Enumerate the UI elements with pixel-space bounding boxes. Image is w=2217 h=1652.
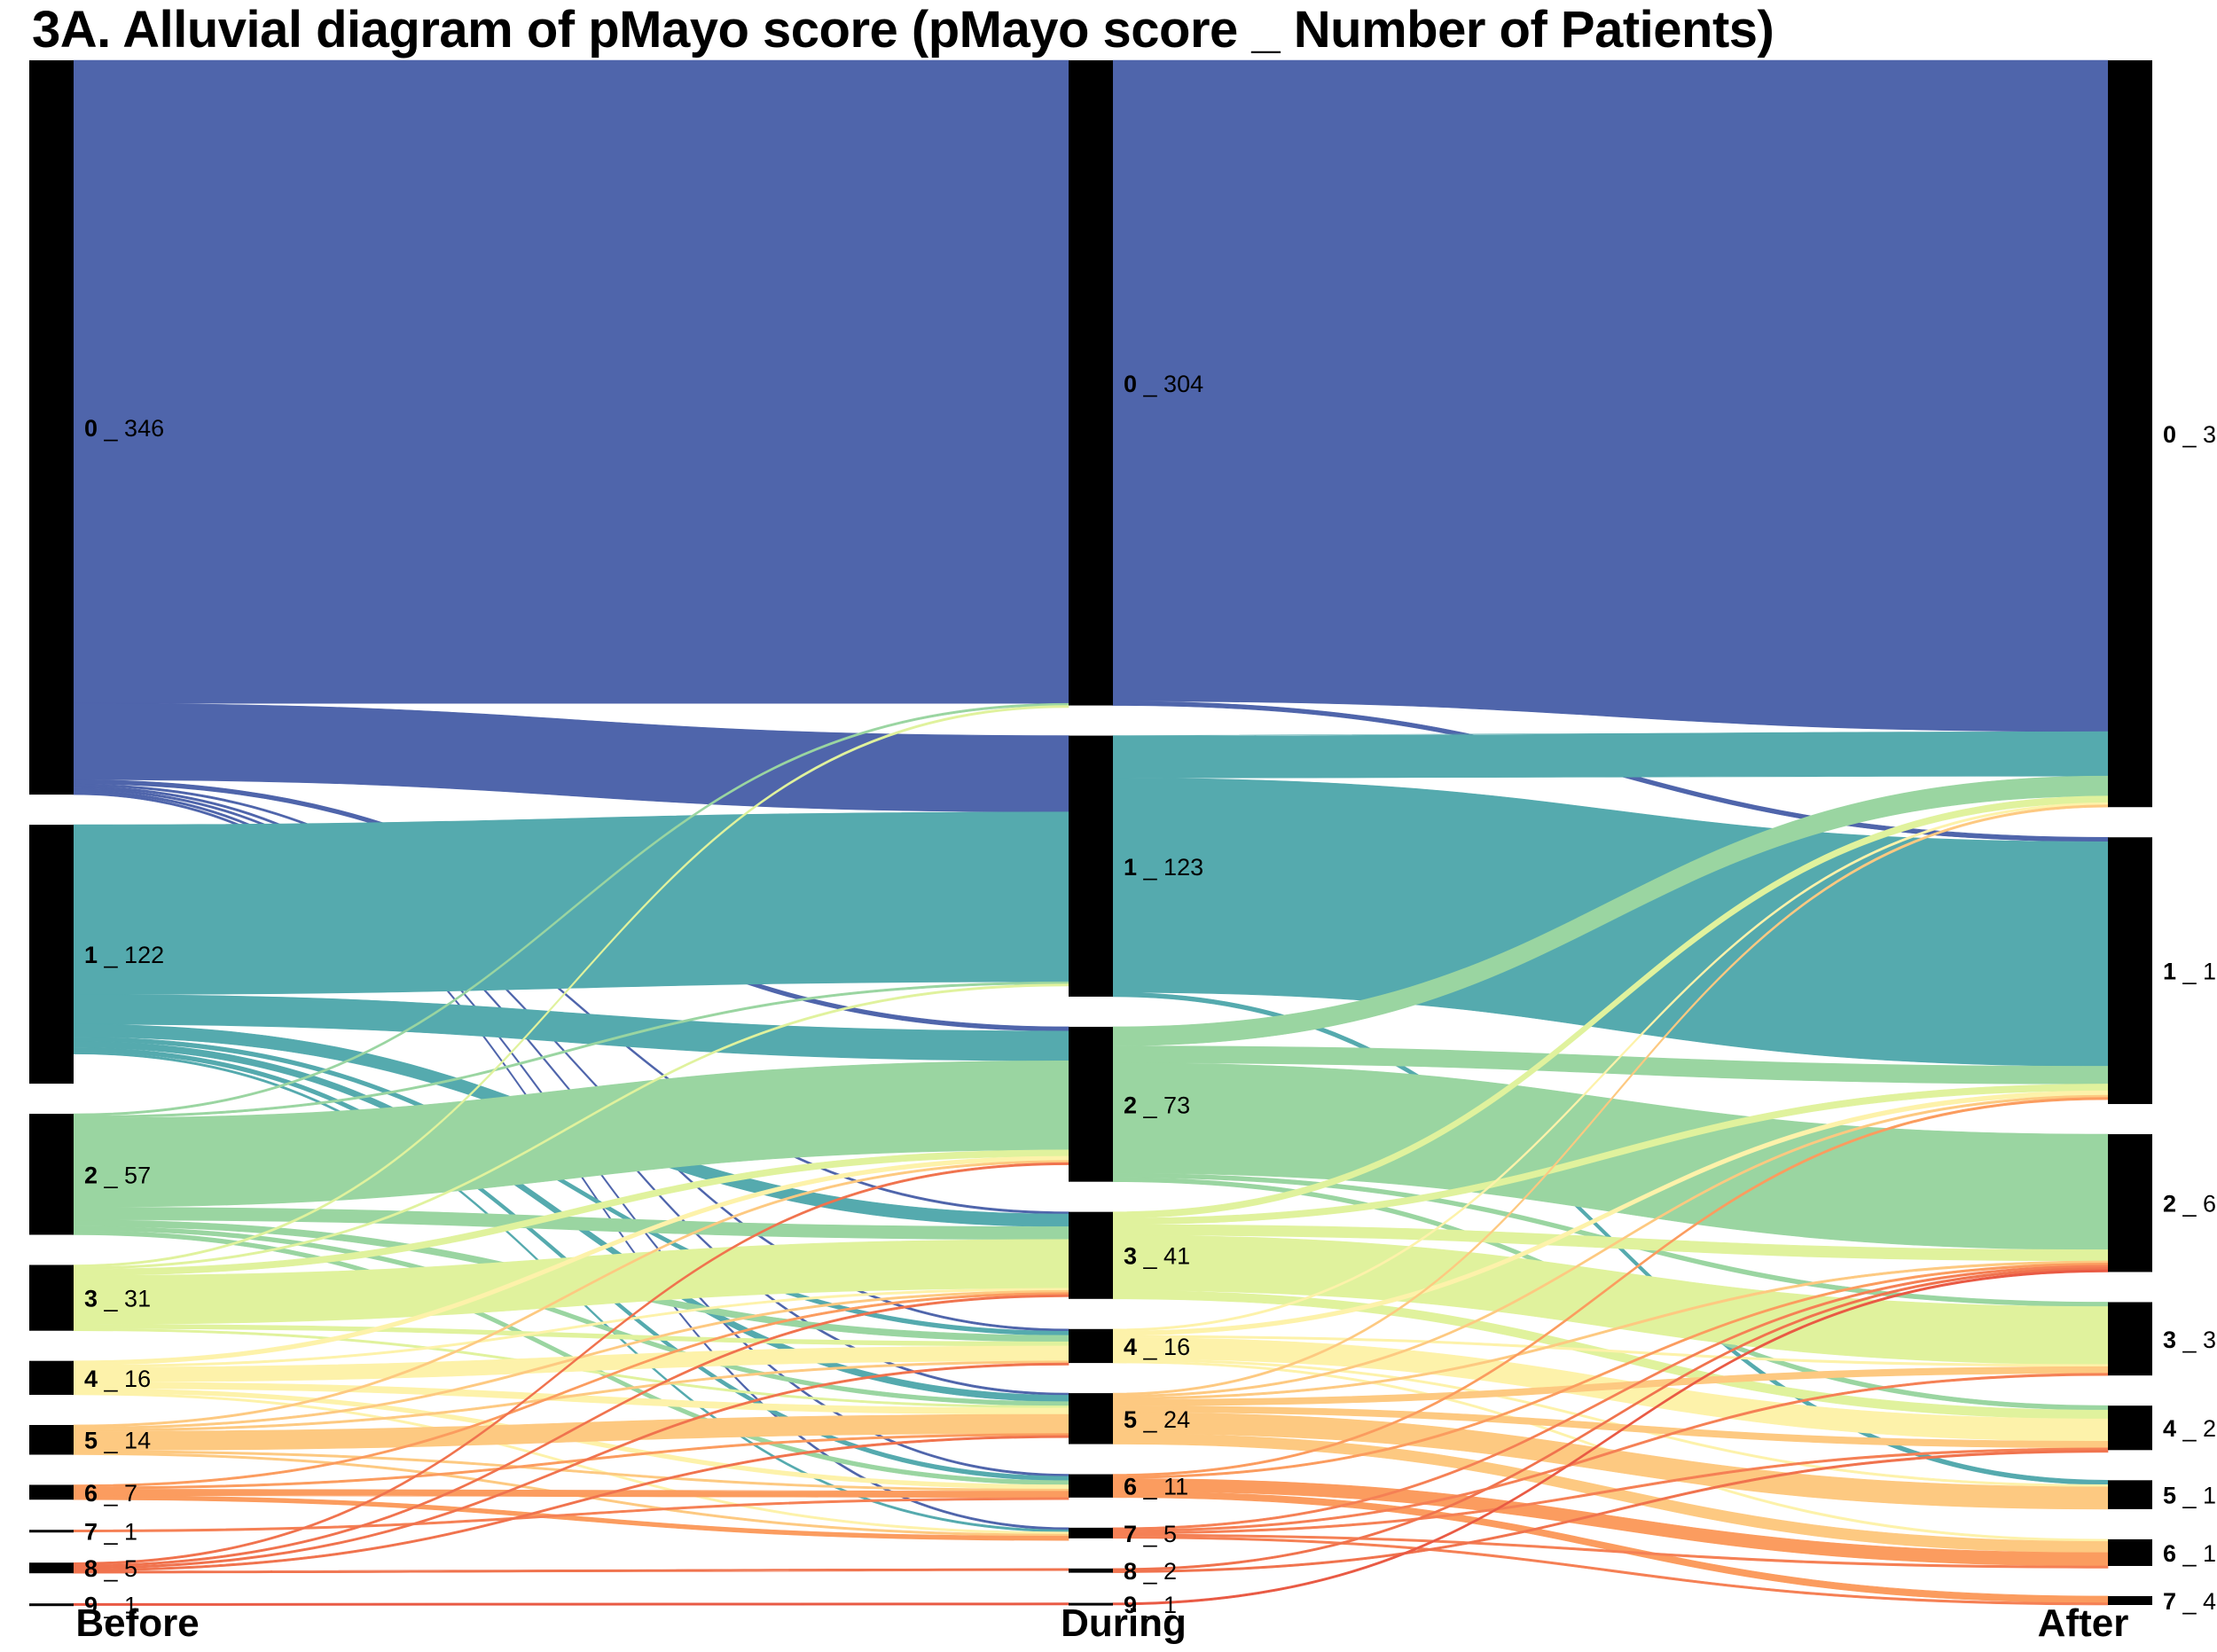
node-before-4 [29,1360,74,1395]
node-after-3 [2108,1302,2152,1376]
node-label-after-1: 1 _ 120 [2163,959,2217,985]
node-after-4 [2108,1405,2152,1451]
node-label-during-7: 7 _ 5 [1124,1521,1177,1547]
node-label-during-4: 4 _ 16 [1124,1334,1190,1360]
node-during-2 [1069,1026,1113,1182]
node-label-before-6: 6 _ 7 [84,1480,137,1507]
node-label-after-4: 4 _ 20 [2163,1415,2217,1442]
node-before-8 [29,1562,74,1574]
node-label-before-0: 0 _ 346 [84,415,164,442]
node-label-after-7: 7 _ 4 [2163,1588,2216,1615]
node-label-during-0: 0 _ 304 [1124,371,1203,397]
node-label-during-1: 1 _ 123 [1124,854,1203,881]
node-label-after-6: 6 _ 12 [2163,1540,2217,1567]
labels-layer: 0 _ 346 1 _ 122 2 _ 57 3 _ 31 4 _ 16 5 _ 14 6 … [75,371,2217,1645]
chart-title: 3A. Alluvial diagram of pMayo score (pMa… [32,1,1774,59]
node-after-6 [2108,1538,2152,1566]
node-label-before-8: 8 _ 5 [84,1555,137,1582]
node-label-before-2: 2 _ 57 [84,1162,151,1188]
node-label-after-3: 3 _ 33 [2163,1327,2217,1353]
node-label-during-9: 9 _ 1 [1124,1592,1177,1618]
node-before-9 [29,1603,74,1607]
nodes-layer [29,60,2152,1607]
node-label-after-5: 5 _ 13 [2163,1483,2217,1509]
node-label-before-5: 5 _ 14 [84,1428,151,1454]
node-label-before-7: 7 _ 1 [84,1519,137,1546]
flow-before-9-to-during-9 [73,1602,1069,1606]
node-after-7 [2108,1595,2152,1605]
node-after-0 [2108,60,2152,808]
flow-during-7-to-after-6 [1112,1533,2109,1569]
flow-before-1-to-during-1 [73,811,1069,995]
node-during-9 [1069,1602,1113,1606]
node-before-2 [29,1114,74,1235]
node-during-5 [1069,1393,1113,1445]
node-during-4 [1069,1328,1113,1364]
node-during-8 [1069,1568,1113,1573]
axis-label-during: During [1061,1601,1187,1645]
node-label-before-3: 3 _ 31 [84,1286,151,1312]
node-after-2 [2108,1134,2152,1272]
flow-before-8-to-during-8 [73,1568,1069,1574]
node-during-3 [1069,1211,1113,1299]
flows-layer [73,59,2109,1606]
flow-before-3-to-during-0 [73,705,1069,1268]
node-label-after-0: 0 _ 336 [2163,421,2217,448]
node-before-7 [29,1530,74,1533]
node-during-1 [1069,735,1113,997]
flow-before-6-to-during-7 [73,1495,1069,1541]
node-during-0 [1069,60,1113,706]
node-after-1 [2108,837,2152,1105]
flow-during-1-to-after-0 [1112,731,2109,779]
node-before-3 [29,1264,74,1331]
flow-before-0-to-during-0 [73,59,1069,704]
node-before-5 [29,1424,74,1455]
node-label-before-4: 4 _ 16 [84,1366,151,1392]
node-after-5 [2108,1480,2152,1509]
node-label-during-3: 3 _ 41 [1124,1243,1190,1270]
axis-label-after: After [2038,1601,2129,1645]
node-label-before-9: 9 _ 1 [84,1593,137,1619]
flow-during-8-to-after-4 [1112,1450,2109,1573]
flow-before-8-to-during-4 [73,1362,1069,1570]
flow-before-5-to-during-5 [73,1413,1069,1452]
node-label-before-1: 1 _ 122 [84,942,164,968]
node-during-6 [1069,1474,1113,1498]
node-label-during-8: 8 _ 2 [1124,1558,1177,1585]
node-before-1 [29,825,74,1084]
flow-before-7-to-during-6 [73,1497,1069,1532]
axis-label-before: Before [75,1601,199,1645]
node-label-during-5: 5 _ 24 [1124,1406,1190,1433]
flow-before-6-to-during-6 [73,1488,1069,1499]
flow-during-0-to-after-0 [1112,59,2109,732]
node-label-during-2: 2 _ 73 [1124,1092,1190,1118]
node-label-during-6: 6 _ 11 [1124,1474,1188,1500]
node-during-7 [1069,1527,1113,1538]
node-before-0 [29,60,74,795]
node-before-6 [29,1484,74,1500]
node-label-after-2: 2 _ 62 [2163,1191,2217,1217]
